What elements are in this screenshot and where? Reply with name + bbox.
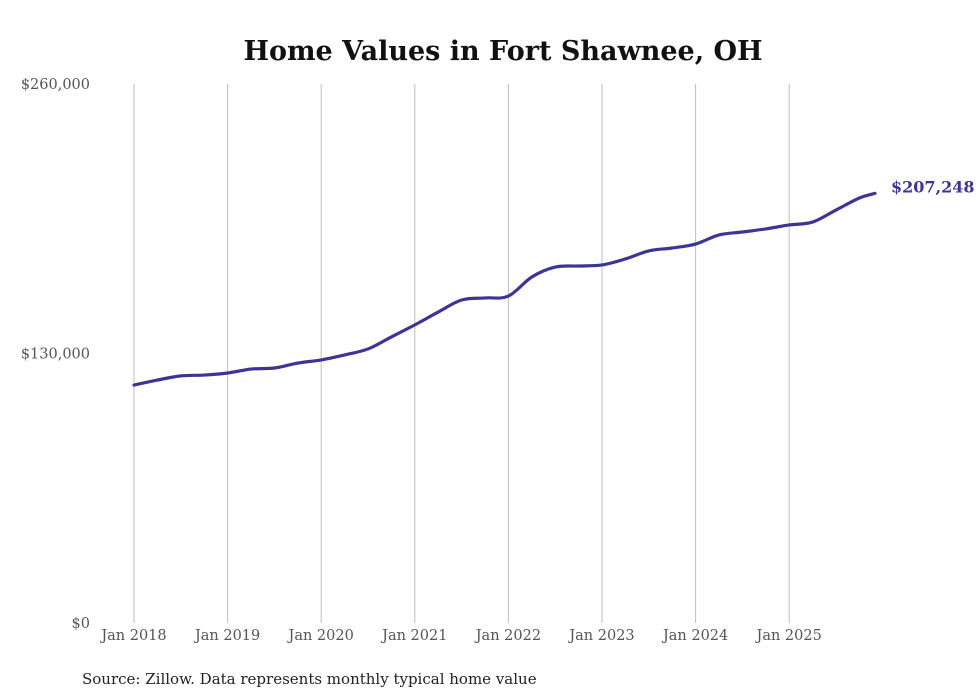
x-tick-label: Jan 2025 bbox=[755, 628, 822, 644]
x-tick-label: Jan 2024 bbox=[661, 628, 728, 644]
chart-title: Home Values in Fort Shawnee, OH bbox=[243, 36, 762, 67]
x-tick-label: Jan 2022 bbox=[474, 628, 541, 644]
source-note: Source: Zillow. Data represents monthly … bbox=[82, 670, 537, 688]
x-tick-label: Jan 2020 bbox=[287, 628, 354, 644]
y-tick-label: $260,000 bbox=[21, 77, 90, 93]
x-tick-label: Jan 2018 bbox=[99, 628, 166, 644]
y-axis: $0 $130,000 $260,000 bbox=[21, 77, 90, 632]
gridlines bbox=[133, 84, 790, 623]
y-tick-label: $0 bbox=[72, 616, 90, 632]
x-tick-label: Jan 2023 bbox=[567, 628, 634, 644]
x-tick-label: Jan 2019 bbox=[193, 628, 260, 644]
series-line bbox=[132, 191, 877, 387]
x-axis: Jan 2018 Jan 2019 Jan 2020 Jan 2021 Jan 2022… bbox=[99, 628, 822, 644]
y-tick-label: $130,000 bbox=[21, 347, 90, 363]
end-value-label: $207,248 bbox=[891, 177, 975, 196]
x-tick-label: Jan 2021 bbox=[380, 628, 447, 644]
